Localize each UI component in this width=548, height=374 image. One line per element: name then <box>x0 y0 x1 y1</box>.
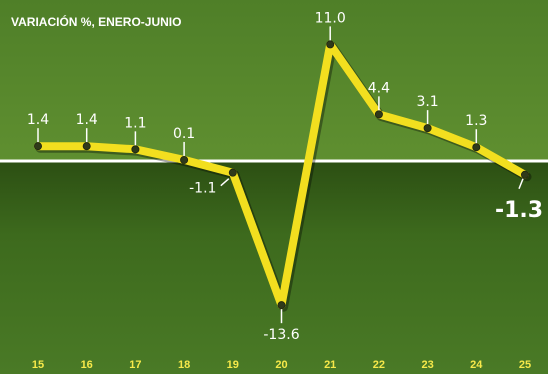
data-label: 1.3 <box>465 113 487 129</box>
data-label: 1.1 <box>124 115 146 131</box>
data-label: 1.4 <box>27 112 49 128</box>
x-tick-label: 16 <box>81 359 93 371</box>
data-label-leader <box>220 178 230 187</box>
data-point <box>423 124 432 133</box>
data-label: 1.4 <box>76 112 98 128</box>
data-label: 3.1 <box>416 94 438 110</box>
data-point <box>34 142 43 151</box>
data-point <box>374 110 383 119</box>
x-tick-label: 22 <box>373 359 385 371</box>
x-tick-label: 20 <box>275 359 287 371</box>
data-label: -13.6 <box>263 327 299 343</box>
data-point <box>472 143 481 152</box>
x-tick-label: 19 <box>227 359 239 371</box>
data-label: 0.1 <box>173 126 195 142</box>
data-point <box>131 145 140 154</box>
chart-title: VARIACIÓN %, ENERO-JUNIO <box>11 14 181 29</box>
data-label: -1.1 <box>189 181 216 197</box>
data-point <box>521 170 530 179</box>
data-label: 4.4 <box>368 80 390 96</box>
data-label-leader <box>518 178 524 190</box>
data-label: 11.0 <box>315 10 346 26</box>
data-point <box>180 155 189 164</box>
x-tick-label: 25 <box>519 359 531 371</box>
plot-background-lower <box>0 161 548 374</box>
x-tick-label: 23 <box>421 359 433 371</box>
x-tick-label: 17 <box>129 359 141 371</box>
x-tick-label: 21 <box>324 359 336 371</box>
x-tick-label: 24 <box>470 359 483 371</box>
plot-background-upper <box>0 0 548 161</box>
data-point <box>228 168 237 177</box>
data-point <box>326 40 335 49</box>
x-tick-label: 15 <box>32 359 44 371</box>
data-point <box>277 301 286 310</box>
data-label: -1.3 <box>495 198 543 223</box>
x-tick-label: 18 <box>178 359 190 371</box>
data-point <box>82 142 91 151</box>
